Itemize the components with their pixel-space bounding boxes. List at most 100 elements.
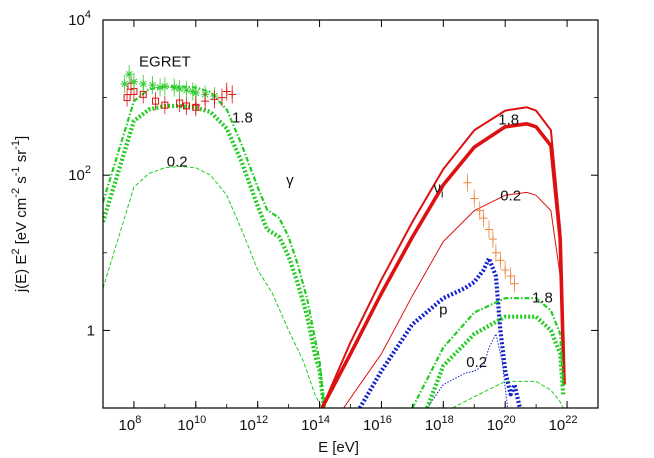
annotation-label: 1.8	[532, 289, 553, 306]
marker-plus	[228, 90, 237, 99]
data-point	[152, 92, 160, 111]
marker-asterisk	[125, 70, 134, 79]
data-point	[125, 65, 134, 84]
marker-plus	[506, 272, 515, 281]
series-line-3	[321, 106, 566, 408]
marker-plus	[201, 97, 210, 106]
marker-plus	[479, 214, 488, 223]
data-point	[506, 267, 515, 286]
marker-plus	[488, 235, 497, 244]
marker-asterisk	[139, 79, 148, 88]
marker-plus	[501, 266, 510, 275]
annotation-label: EGRET	[139, 54, 191, 71]
x-tick-label: 1010	[177, 414, 206, 434]
data-point	[123, 88, 131, 107]
marker-plus	[496, 256, 505, 265]
series-line-5	[343, 191, 565, 408]
annotation-label: 1.8	[232, 109, 253, 126]
plot-frame	[102, 19, 599, 409]
data-points-layer	[120, 65, 519, 293]
x-tick-label: 1016	[363, 414, 392, 434]
series-line-8	[425, 314, 566, 408]
marker-asterisk	[191, 88, 200, 97]
x-tick-label: 1018	[425, 414, 454, 434]
x-tick-label: 1014	[301, 414, 330, 434]
series-line-7	[426, 333, 509, 408]
y-tick-label: 104	[68, 9, 91, 29]
series-layer	[103, 85, 566, 408]
marker-plus	[510, 279, 519, 288]
data-point	[217, 88, 226, 107]
marker-asterisk	[148, 81, 157, 90]
marker-square	[176, 99, 184, 107]
data-point	[139, 74, 148, 93]
annotation-label: 1.8	[498, 112, 519, 129]
data-point	[496, 251, 505, 270]
marker-asterisk	[160, 82, 169, 91]
marker-plus	[485, 225, 494, 234]
data-point	[201, 92, 210, 111]
marker-asterisk	[170, 83, 179, 92]
marker-square	[182, 102, 190, 110]
marker-asterisk	[182, 86, 191, 95]
marker-asterisk	[129, 77, 138, 86]
data-point	[175, 79, 184, 98]
data-point	[188, 82, 197, 101]
data-point	[479, 209, 488, 228]
marker-plus	[463, 178, 472, 187]
marker-asterisk	[156, 83, 165, 92]
x-tick-label: 108	[119, 414, 142, 434]
data-point	[182, 96, 190, 115]
annotation-label: 0.2	[167, 153, 188, 170]
marker-plus	[217, 93, 226, 102]
data-point	[222, 82, 231, 101]
data-point	[148, 76, 157, 95]
marker-square	[152, 97, 160, 105]
marker-plus	[491, 248, 500, 257]
series-line-9	[411, 297, 565, 408]
series-line-2	[103, 165, 323, 408]
data-point	[510, 274, 519, 293]
annotation-label: 0.2	[466, 354, 487, 371]
x-axis-label: E [eV]	[318, 439, 359, 456]
series-line-4	[320, 122, 566, 408]
data-point	[501, 261, 510, 280]
series-line-0	[103, 103, 327, 408]
data-point	[160, 77, 169, 96]
annotation-label: νi	[434, 179, 444, 200]
x-tick-label: 1022	[549, 414, 578, 434]
data-point	[228, 85, 237, 104]
series-line-10	[452, 380, 564, 408]
data-point	[491, 243, 500, 262]
x-tick-label: 1012	[239, 414, 268, 434]
y-tick-label: 1	[87, 322, 95, 339]
data-point	[120, 74, 129, 93]
marker-plus	[470, 194, 479, 203]
marker-plus	[475, 206, 484, 215]
marker-asterisk	[120, 79, 129, 88]
series-line-6	[357, 256, 522, 408]
data-point	[475, 201, 484, 220]
marker-square	[123, 94, 131, 102]
data-point	[470, 189, 479, 208]
x-tick-label: 1020	[487, 414, 516, 434]
series-line-1	[103, 85, 326, 408]
y-axis-label: j(E) E2 [eV cm-2 s-1 sr-1]	[10, 136, 30, 293]
data-point	[485, 220, 494, 239]
annotation-label: γ	[286, 172, 294, 189]
marker-plus	[222, 87, 231, 96]
marker-plus	[191, 101, 200, 110]
data-point	[210, 90, 219, 109]
marker-asterisk	[175, 84, 184, 93]
marker-square	[161, 101, 169, 109]
annotation-label: p	[439, 302, 447, 319]
data-point	[129, 72, 138, 91]
data-point	[182, 81, 191, 100]
data-point	[156, 78, 165, 97]
axes-layer: 108 1010 1012 1014 1016 1018 1020 1022 1 102 104	[68, 9, 599, 434]
data-point	[191, 96, 200, 115]
marker-plus	[210, 95, 219, 104]
data-point	[170, 78, 179, 97]
labels-layer: E [eV] j(E) E2 [eV cm-2 s-1 sr-1] EGRET 1.8…	[10, 54, 553, 456]
data-point	[161, 96, 169, 115]
